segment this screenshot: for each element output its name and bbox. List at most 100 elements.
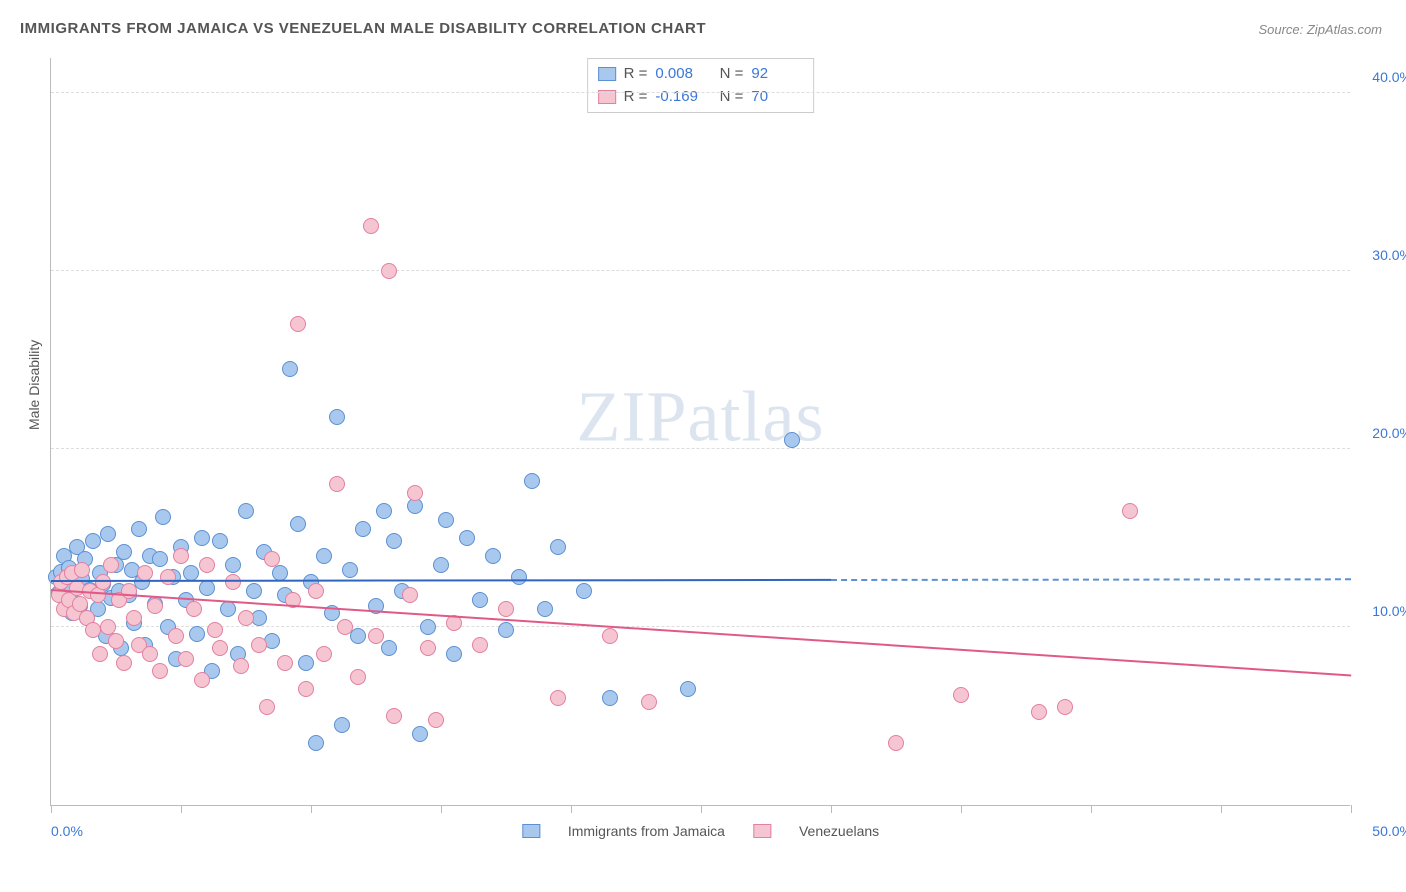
scatter-point-jamaica — [298, 655, 314, 671]
scatter-point-jamaica — [438, 512, 454, 528]
scatter-point-venezuela — [225, 574, 241, 590]
scatter-point-jamaica — [459, 530, 475, 546]
scatter-point-jamaica — [576, 583, 592, 599]
scatter-point-jamaica — [290, 516, 306, 532]
scatter-point-venezuela — [350, 669, 366, 685]
scatter-point-venezuela — [420, 640, 436, 656]
legend-swatch-venezuela — [753, 824, 771, 838]
scatter-point-jamaica — [152, 551, 168, 567]
scatter-point-jamaica — [524, 473, 540, 489]
scatter-point-venezuela — [1122, 503, 1138, 519]
scatter-point-jamaica — [334, 717, 350, 733]
scatter-point-venezuela — [1057, 699, 1073, 715]
scatter-point-jamaica — [350, 628, 366, 644]
x-tick — [1091, 805, 1092, 813]
y-tick-label: 20.0% — [1358, 425, 1406, 441]
scatter-point-jamaica — [116, 544, 132, 560]
scatter-point-jamaica — [433, 557, 449, 573]
scatter-point-venezuela — [363, 218, 379, 234]
scatter-point-venezuela — [472, 637, 488, 653]
trend-line — [831, 579, 1351, 582]
scatter-point-jamaica — [189, 626, 205, 642]
scatter-point-venezuela — [194, 672, 210, 688]
scatter-point-jamaica — [212, 533, 228, 549]
n-label: N = — [715, 63, 743, 86]
scatter-point-venezuela — [498, 601, 514, 617]
scatter-point-venezuela — [290, 316, 306, 332]
x-tick — [51, 805, 52, 813]
scatter-point-venezuela — [199, 557, 215, 573]
scatter-point-venezuela — [238, 610, 254, 626]
scatter-point-venezuela — [386, 708, 402, 724]
scatter-point-jamaica — [485, 548, 501, 564]
y-axis-title: Male Disability — [26, 340, 42, 430]
x-tick — [961, 805, 962, 813]
r-label: R = — [624, 63, 648, 86]
r-label: R = — [624, 86, 648, 109]
scatter-point-jamaica — [355, 521, 371, 537]
watermark-zip: ZIP — [577, 376, 688, 456]
y-tick-label: 10.0% — [1358, 603, 1406, 619]
scatter-point-jamaica — [412, 726, 428, 742]
swatch-jamaica — [598, 67, 616, 81]
scatter-point-jamaica — [85, 533, 101, 549]
scatter-point-jamaica — [316, 548, 332, 564]
scatter-point-jamaica — [602, 690, 618, 706]
scatter-point-venezuela — [888, 735, 904, 751]
scatter-point-venezuela — [168, 628, 184, 644]
x-tick — [571, 805, 572, 813]
x-tick — [181, 805, 182, 813]
scatter-point-jamaica — [155, 509, 171, 525]
r-value-jamaica: 0.008 — [655, 63, 707, 86]
stats-row-venezuela: R = -0.169 N = 70 — [598, 86, 804, 109]
x-tick — [831, 805, 832, 813]
scatter-point-venezuela — [428, 712, 444, 728]
scatter-point-jamaica — [342, 562, 358, 578]
scatter-point-venezuela — [407, 485, 423, 501]
scatter-point-venezuela — [368, 628, 384, 644]
scatter-point-venezuela — [337, 619, 353, 635]
scatter-point-venezuela — [381, 263, 397, 279]
scatter-point-venezuela — [152, 663, 168, 679]
gridline — [51, 626, 1350, 627]
legend-label-jamaica: Immigrants from Jamaica — [568, 823, 725, 839]
gridline — [51, 448, 1350, 449]
watermark-atlas: atlas — [688, 376, 825, 456]
scatter-point-venezuela — [233, 658, 249, 674]
scatter-point-jamaica — [220, 601, 236, 617]
scatter-point-venezuela — [74, 562, 90, 578]
scatter-plot-area: ZIPatlas R = 0.008 N = 92 R = -0.169 N =… — [50, 58, 1350, 806]
scatter-point-venezuela — [95, 574, 111, 590]
y-tick-label: 30.0% — [1358, 247, 1406, 263]
scatter-point-venezuela — [264, 551, 280, 567]
scatter-point-jamaica — [511, 569, 527, 585]
scatter-point-venezuela — [207, 622, 223, 638]
scatter-point-jamaica — [680, 681, 696, 697]
scatter-point-venezuela — [126, 610, 142, 626]
scatter-point-jamaica — [238, 503, 254, 519]
scatter-point-venezuela — [92, 646, 108, 662]
scatter-point-venezuela — [160, 569, 176, 585]
scatter-point-venezuela — [329, 476, 345, 492]
scatter-point-jamaica — [100, 526, 116, 542]
scatter-point-venezuela — [85, 622, 101, 638]
scatter-point-venezuela — [142, 646, 158, 662]
scatter-point-venezuela — [108, 633, 124, 649]
scatter-point-jamaica — [381, 640, 397, 656]
scatter-point-jamaica — [420, 619, 436, 635]
scatter-point-jamaica — [446, 646, 462, 662]
scatter-point-venezuela — [641, 694, 657, 710]
scatter-point-venezuela — [298, 681, 314, 697]
scatter-point-venezuela — [212, 640, 228, 656]
scatter-point-venezuela — [308, 583, 324, 599]
scatter-point-venezuela — [147, 598, 163, 614]
r-value-venezuela: -0.169 — [655, 86, 707, 109]
legend: Immigrants from Jamaica Venezuelans — [522, 823, 879, 839]
source-attribution: Source: ZipAtlas.com — [1258, 22, 1382, 37]
scatter-point-venezuela — [173, 548, 189, 564]
x-tick — [311, 805, 312, 813]
correlation-stats-box: R = 0.008 N = 92 R = -0.169 N = 70 — [587, 58, 815, 113]
scatter-point-jamaica — [131, 521, 147, 537]
x-tick — [1221, 805, 1222, 813]
scatter-point-venezuela — [103, 557, 119, 573]
